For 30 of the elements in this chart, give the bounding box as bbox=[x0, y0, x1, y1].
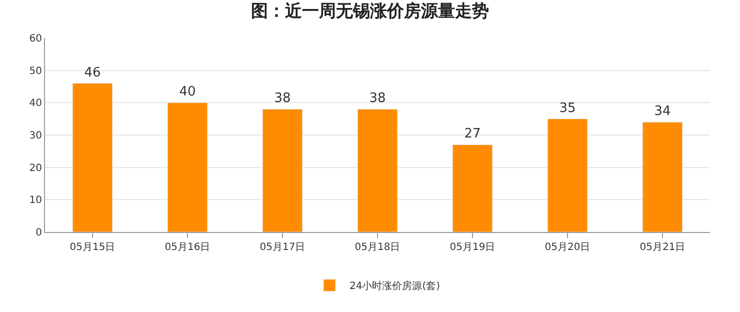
data-label: 46 bbox=[84, 65, 101, 80]
chart-title: 图：近一周无锡涨价房源量走势 bbox=[251, 2, 489, 22]
bar bbox=[547, 118, 588, 232]
bar bbox=[452, 144, 493, 232]
y-tick-label: 50 bbox=[29, 66, 42, 77]
y-tick-label: 10 bbox=[29, 195, 42, 206]
y-tick-label: 20 bbox=[29, 162, 42, 174]
x-tick-label: 05月19日 bbox=[450, 242, 496, 253]
x-tick-label: 05月18日 bbox=[354, 242, 400, 253]
y-tick-label: 40 bbox=[29, 98, 42, 110]
bar bbox=[72, 83, 113, 232]
data-label: 35 bbox=[559, 100, 576, 116]
x-tick-label: 05月16日 bbox=[164, 242, 210, 253]
legend-label: 24小时涨价房源(套) bbox=[350, 280, 440, 292]
data-label: 38 bbox=[369, 91, 386, 106]
x-tick-label: 05月21日 bbox=[640, 242, 686, 253]
x-tick-label: 05月17日 bbox=[260, 242, 306, 253]
bar bbox=[357, 108, 398, 232]
x-tick-label: 05月20日 bbox=[544, 242, 590, 253]
data-label: 40 bbox=[179, 84, 196, 100]
bar bbox=[642, 122, 683, 232]
y-tick-label: 60 bbox=[29, 34, 42, 44]
x-tick-label: 05月15日 bbox=[70, 242, 116, 253]
data-label: 34 bbox=[654, 104, 671, 120]
bar bbox=[262, 108, 303, 232]
y-tick-label: 0 bbox=[36, 228, 42, 238]
y-tick-label: 30 bbox=[29, 130, 42, 142]
data-label: 27 bbox=[464, 126, 481, 142]
bar bbox=[167, 102, 208, 232]
data-label: 38 bbox=[274, 91, 291, 106]
